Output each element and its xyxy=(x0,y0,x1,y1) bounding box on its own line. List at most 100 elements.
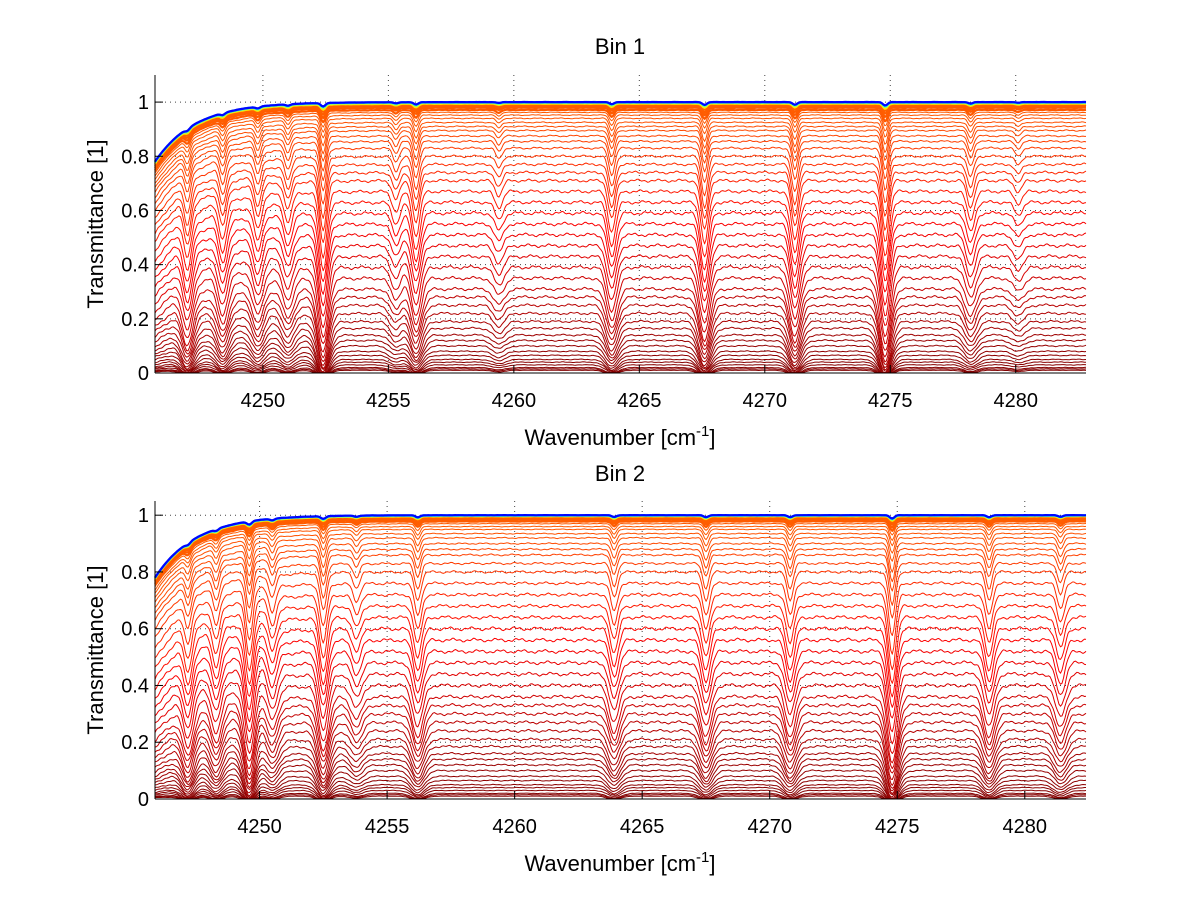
x-tick-label: 4280 xyxy=(993,390,1038,412)
series-line xyxy=(154,106,1086,169)
series-line xyxy=(154,525,1087,591)
y-axis-label: Transmittance [1] xyxy=(83,139,108,308)
series-line xyxy=(154,789,1087,799)
x-tick-label: 4260 xyxy=(492,816,537,838)
y-tick-label: 0.4 xyxy=(121,255,149,277)
series-line xyxy=(154,744,1087,792)
series-line xyxy=(154,354,1087,373)
series-line xyxy=(154,703,1087,770)
series-line xyxy=(155,369,1087,373)
series-line xyxy=(154,553,1087,621)
x-tick-label: 4265 xyxy=(620,816,665,838)
series-line xyxy=(154,775,1087,799)
series-line xyxy=(154,108,1087,172)
series-line xyxy=(154,728,1087,786)
series-line xyxy=(154,366,1087,373)
series-line xyxy=(154,522,1087,588)
series-line xyxy=(154,358,1087,373)
x-axis-ticks: 4250 4255 4260 4265 4270 4275 4280 xyxy=(237,791,1047,838)
series-line xyxy=(154,786,1086,799)
series-line xyxy=(154,518,1086,584)
series-line xyxy=(154,319,1087,369)
y-tick-label: 1 xyxy=(138,505,149,527)
series-line xyxy=(154,146,1087,212)
series-line xyxy=(154,626,1087,698)
series-line xyxy=(155,794,1087,799)
x-tick-label: 4270 xyxy=(743,390,788,412)
series-line xyxy=(154,520,1087,585)
series-line xyxy=(154,783,1087,799)
y-axis-label: Transmittance [1] xyxy=(83,565,108,734)
series-line xyxy=(154,751,1087,795)
series-line xyxy=(154,364,1087,373)
axes-box xyxy=(154,501,1086,800)
series-line xyxy=(154,134,1086,199)
series-line xyxy=(154,139,1087,204)
series-line xyxy=(154,117,1087,180)
chart-bin-1: Bin 1 4250 4255 4260 4265 4270 4275 4280 00.20… xyxy=(83,34,1087,450)
series-line xyxy=(154,100,1087,163)
series-line xyxy=(154,757,1087,797)
series-line xyxy=(154,660,1087,733)
series-line xyxy=(154,720,1087,780)
series-line xyxy=(154,162,1087,226)
y-axis-ticks: 0 0.2 0.4 0.6 0.8 1 xyxy=(121,92,163,385)
series-line xyxy=(154,275,1087,345)
x-tick-label: 4255 xyxy=(365,816,410,838)
series-line xyxy=(154,295,1087,359)
series-line xyxy=(154,243,1087,317)
series-line xyxy=(154,178,1087,245)
y-tick-label: 0.2 xyxy=(121,309,149,331)
series-line xyxy=(154,232,1087,307)
series-line xyxy=(154,536,1087,603)
series-line xyxy=(154,637,1087,711)
y-tick-label: 0.8 xyxy=(121,146,149,168)
series-group xyxy=(154,514,1087,799)
series-line xyxy=(154,210,1086,282)
series-line xyxy=(154,121,1087,184)
y-tick-label: 0.6 xyxy=(121,200,149,222)
series-line xyxy=(154,111,1087,174)
x-axis-label: Wavenumber [cm-1] xyxy=(524,423,715,450)
x-tick-label: 4280 xyxy=(1003,816,1048,838)
y-tick-label: 0.6 xyxy=(121,619,149,641)
series-line xyxy=(154,648,1087,723)
series-line xyxy=(154,129,1087,193)
x-axis-label: Wavenumber [cm-1] xyxy=(524,849,715,876)
y-tick-label: 0 xyxy=(138,789,149,811)
x-tick-label: 4260 xyxy=(492,390,537,412)
series-line xyxy=(154,311,1087,366)
series-line xyxy=(154,683,1087,754)
series-line xyxy=(154,344,1087,373)
y-tick-label: 0.8 xyxy=(121,562,149,584)
series-line xyxy=(154,547,1087,614)
series-line xyxy=(154,614,1087,686)
series-line xyxy=(154,528,1087,594)
x-tick-label: 4270 xyxy=(747,816,792,838)
series-line xyxy=(154,795,1086,799)
series-line xyxy=(154,350,1087,373)
series-line xyxy=(154,542,1087,609)
series-line xyxy=(154,592,1087,659)
series-line xyxy=(154,170,1087,237)
x-tick-label: 4255 xyxy=(366,390,411,412)
series-line xyxy=(154,581,1087,649)
series-line xyxy=(154,763,1087,798)
series-line xyxy=(154,532,1087,598)
series-line xyxy=(154,326,1087,371)
series-line xyxy=(154,561,1087,630)
x-tick-label: 4275 xyxy=(868,390,913,412)
series-line xyxy=(154,265,1087,338)
y-tick-label: 0.2 xyxy=(121,732,149,754)
series-line xyxy=(154,570,1087,638)
x-tick-label: 4250 xyxy=(237,816,282,838)
series-line xyxy=(154,737,1086,789)
series-line xyxy=(154,603,1087,673)
chart-bin-2: Bin 2 4250 4255 4260 4265 4270 4275 4280 00.20… xyxy=(83,461,1087,876)
series-line xyxy=(154,779,1087,799)
chart-title: Bin 1 xyxy=(595,34,645,59)
y-axis-ticks: 0 0.2 0.4 0.6 0.8 1 xyxy=(121,505,163,811)
series-line xyxy=(154,221,1087,295)
series-line xyxy=(154,286,1087,353)
series-group xyxy=(154,100,1087,373)
